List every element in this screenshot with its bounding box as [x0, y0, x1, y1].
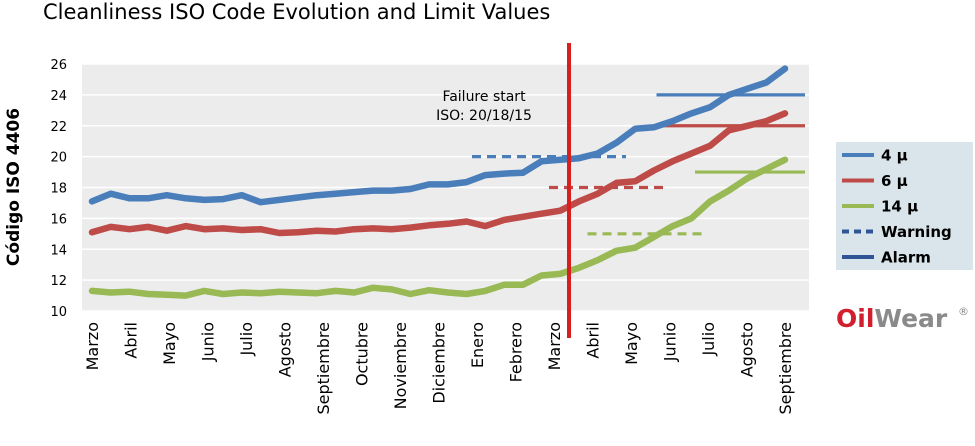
- x-tick-label: Mayo: [160, 322, 179, 365]
- y-tick-label: 26: [50, 58, 67, 73]
- legend-label: 4 µ: [881, 147, 908, 165]
- x-tick-label: Enero: [468, 322, 487, 368]
- x-tick-label: Febrero: [507, 322, 526, 382]
- series-line: [88, 156, 789, 299]
- y-tick-label: 12: [50, 274, 67, 289]
- failure-start-label: Failure start: [442, 89, 526, 105]
- x-tick-label: Mayo: [622, 322, 641, 365]
- y-tick-label: 10: [50, 305, 67, 320]
- x-tick-label: Junio: [661, 322, 680, 362]
- x-tick-label: Julio: [237, 322, 256, 357]
- y-tick-label: 24: [50, 89, 67, 104]
- x-tick-label: Septiembre: [314, 322, 333, 415]
- y-tick-label: 14: [50, 243, 67, 258]
- y-tick-label: 22: [50, 120, 67, 135]
- legend-label: Alarm: [881, 249, 931, 267]
- x-tick-label: Agosto: [276, 322, 295, 377]
- x-tick-label: Abril: [584, 322, 603, 359]
- legend-items: 4 µ 6 µ 14 µ Warning Alarm: [842, 147, 952, 267]
- y-axis-label: Código ISO 4406: [4, 108, 24, 266]
- svg-text:OilWear: OilWear: [836, 304, 948, 333]
- chart-title: Cleanliness ISO Code Evolution and Limit…: [43, 0, 550, 24]
- legend-label: 14 µ: [881, 198, 918, 216]
- x-tick-label: Marzo: [83, 322, 102, 370]
- x-tick-label: Agosto: [738, 322, 757, 377]
- series-line: [88, 110, 789, 237]
- x-tick-label: Octubre: [353, 322, 372, 386]
- logo-registered-mark: ®: [958, 305, 969, 318]
- failure-marker: Failure start ISO: 20/18/15: [436, 43, 571, 338]
- x-tick-label: Septiembre: [776, 322, 795, 415]
- logo-wear: Wear: [874, 304, 948, 333]
- y-tick-label: 20: [50, 151, 67, 166]
- logo-oil: Oil: [836, 304, 874, 333]
- x-tick-label: Abril: [122, 322, 141, 359]
- series-line: [88, 65, 789, 206]
- y-tick-label: 18: [50, 182, 67, 197]
- y-tick-label: 16: [50, 212, 67, 227]
- x-tick-label: Noviembre: [391, 322, 410, 409]
- x-tick-label: Junio: [199, 322, 218, 362]
- oilwear-logo: OilWear ®: [836, 304, 969, 333]
- legend-label: 6 µ: [881, 172, 908, 190]
- failure-iso-label: ISO: 20/18/15: [436, 108, 532, 124]
- x-tick-label: Marzo: [545, 322, 564, 370]
- legend-label: Warning: [881, 223, 952, 241]
- x-axis-ticks: Marzo Abril Mayo Junio Julio Agosto Septiembre…: [83, 322, 795, 415]
- x-tick-label: Diciembre: [430, 322, 449, 404]
- x-tick-label: Julio: [699, 322, 718, 357]
- data-series: [88, 65, 789, 299]
- y-axis-ticks: 10 12 14 16 18 20 22 24 26: [50, 58, 67, 320]
